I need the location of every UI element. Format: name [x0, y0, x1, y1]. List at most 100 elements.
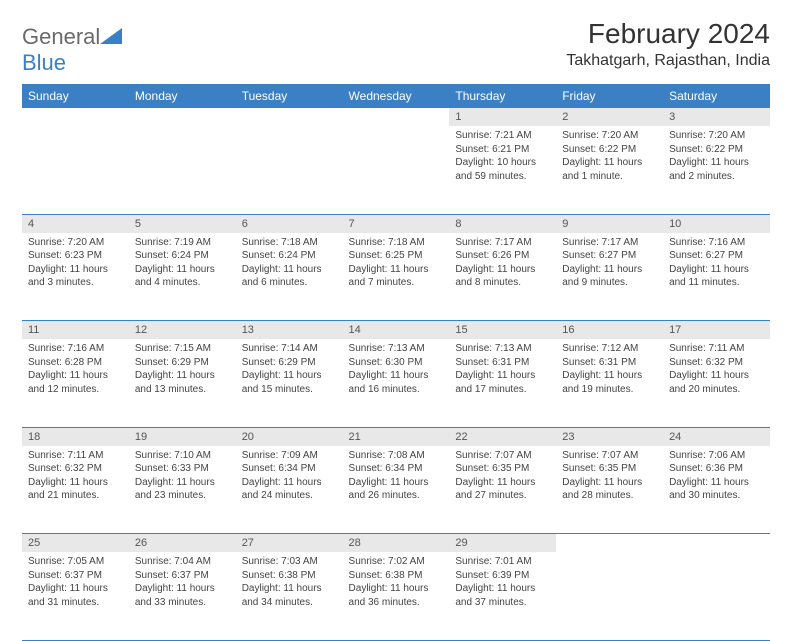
day-number: 18 [22, 428, 129, 446]
sunrise-text: Sunrise: 7:19 AM [135, 236, 230, 250]
day-cell: Sunrise: 7:13 AMSunset: 6:30 PMDaylight:… [343, 339, 450, 427]
sunset-text: Sunset: 6:37 PM [28, 569, 123, 583]
sunset-text: Sunset: 6:23 PM [28, 249, 123, 263]
daynum-cell: 20 [236, 427, 343, 446]
content-row: Sunrise: 7:05 AMSunset: 6:37 PMDaylight:… [22, 552, 770, 640]
daynum-cell [663, 534, 770, 553]
daylight-text: Daylight: 11 hours and 37 minutes. [455, 582, 550, 609]
calendar-body: 123Sunrise: 7:21 AMSunset: 6:21 PMDaylig… [22, 108, 770, 640]
daynum-row: 11121314151617 [22, 321, 770, 340]
daylight-text: Daylight: 11 hours and 12 minutes. [28, 369, 123, 396]
day-body: Sunrise: 7:01 AMSunset: 6:39 PMDaylight:… [449, 552, 556, 615]
day-number: 16 [556, 321, 663, 339]
sunset-text: Sunset: 6:24 PM [242, 249, 337, 263]
daylight-text: Daylight: 11 hours and 8 minutes. [455, 263, 550, 290]
daynum-cell: 9 [556, 214, 663, 233]
sunrise-text: Sunrise: 7:06 AM [669, 449, 764, 463]
daylight-text: Daylight: 11 hours and 11 minutes. [669, 263, 764, 290]
sunrise-text: Sunrise: 7:10 AM [135, 449, 230, 463]
logo-word-1: General [22, 24, 100, 49]
daynum-cell [129, 108, 236, 126]
sunset-text: Sunset: 6:31 PM [455, 356, 550, 370]
sunset-text: Sunset: 6:31 PM [562, 356, 657, 370]
sunrise-text: Sunrise: 7:18 AM [242, 236, 337, 250]
daynum-cell: 7 [343, 214, 450, 233]
sunrise-text: Sunrise: 7:21 AM [455, 129, 550, 143]
day-body: Sunrise: 7:09 AMSunset: 6:34 PMDaylight:… [236, 446, 343, 509]
header: General Blue February 2024 Takhatgarh, R… [22, 18, 770, 76]
daynum-cell: 8 [449, 214, 556, 233]
sunset-text: Sunset: 6:24 PM [135, 249, 230, 263]
sunrise-text: Sunrise: 7:16 AM [28, 342, 123, 356]
daynum-cell: 15 [449, 321, 556, 340]
day-cell: Sunrise: 7:17 AMSunset: 6:26 PMDaylight:… [449, 233, 556, 321]
daynum-cell: 14 [343, 321, 450, 340]
daynum-cell: 4 [22, 214, 129, 233]
daynum-cell [556, 534, 663, 553]
weekday-header: Friday [556, 84, 663, 108]
daynum-cell: 28 [343, 534, 450, 553]
day-cell [343, 126, 450, 214]
daynum-cell: 17 [663, 321, 770, 340]
day-number: 17 [663, 321, 770, 339]
sunrise-text: Sunrise: 7:15 AM [135, 342, 230, 356]
day-number: 27 [236, 534, 343, 552]
day-body: Sunrise: 7:04 AMSunset: 6:37 PMDaylight:… [129, 552, 236, 615]
day-number: 13 [236, 321, 343, 339]
day-number: 22 [449, 428, 556, 446]
weekday-header: Saturday [663, 84, 770, 108]
daynum-cell [22, 108, 129, 126]
day-cell: Sunrise: 7:07 AMSunset: 6:35 PMDaylight:… [556, 446, 663, 534]
day-cell: Sunrise: 7:18 AMSunset: 6:24 PMDaylight:… [236, 233, 343, 321]
daynum-cell: 23 [556, 427, 663, 446]
day-number: 4 [22, 215, 129, 233]
day-body: Sunrise: 7:10 AMSunset: 6:33 PMDaylight:… [129, 446, 236, 509]
title-block: February 2024 Takhatgarh, Rajasthan, Ind… [566, 18, 770, 70]
content-row: Sunrise: 7:11 AMSunset: 6:32 PMDaylight:… [22, 446, 770, 534]
day-cell [129, 126, 236, 214]
location-text: Takhatgarh, Rajasthan, India [566, 52, 770, 70]
day-body: Sunrise: 7:13 AMSunset: 6:31 PMDaylight:… [449, 339, 556, 402]
sunrise-text: Sunrise: 7:08 AM [349, 449, 444, 463]
day-body: Sunrise: 7:11 AMSunset: 6:32 PMDaylight:… [22, 446, 129, 509]
day-body: Sunrise: 7:18 AMSunset: 6:25 PMDaylight:… [343, 233, 450, 296]
day-number [129, 108, 236, 126]
day-number: 12 [129, 321, 236, 339]
weekday-header: Monday [129, 84, 236, 108]
day-cell: Sunrise: 7:06 AMSunset: 6:36 PMDaylight:… [663, 446, 770, 534]
daylight-text: Daylight: 11 hours and 31 minutes. [28, 582, 123, 609]
day-body: Sunrise: 7:17 AMSunset: 6:26 PMDaylight:… [449, 233, 556, 296]
daynum-cell: 5 [129, 214, 236, 233]
daylight-text: Daylight: 11 hours and 16 minutes. [349, 369, 444, 396]
daynum-cell: 24 [663, 427, 770, 446]
daylight-text: Daylight: 11 hours and 4 minutes. [135, 263, 230, 290]
day-body: Sunrise: 7:15 AMSunset: 6:29 PMDaylight:… [129, 339, 236, 402]
day-body: Sunrise: 7:18 AMSunset: 6:24 PMDaylight:… [236, 233, 343, 296]
sunset-text: Sunset: 6:28 PM [28, 356, 123, 370]
sunrise-text: Sunrise: 7:20 AM [562, 129, 657, 143]
sunset-text: Sunset: 6:29 PM [135, 356, 230, 370]
daynum-cell [343, 108, 450, 126]
sunrise-text: Sunrise: 7:17 AM [455, 236, 550, 250]
daylight-text: Daylight: 11 hours and 26 minutes. [349, 476, 444, 503]
sunrise-text: Sunrise: 7:01 AM [455, 555, 550, 569]
sunrise-text: Sunrise: 7:14 AM [242, 342, 337, 356]
day-number [236, 108, 343, 126]
day-cell: Sunrise: 7:20 AMSunset: 6:22 PMDaylight:… [663, 126, 770, 214]
day-cell: Sunrise: 7:16 AMSunset: 6:27 PMDaylight:… [663, 233, 770, 321]
daylight-text: Daylight: 11 hours and 34 minutes. [242, 582, 337, 609]
daylight-text: Daylight: 11 hours and 28 minutes. [562, 476, 657, 503]
daynum-cell: 10 [663, 214, 770, 233]
calendar-table: SundayMondayTuesdayWednesdayThursdayFrid… [22, 84, 770, 641]
day-body: Sunrise: 7:16 AMSunset: 6:27 PMDaylight:… [663, 233, 770, 296]
daynum-cell: 6 [236, 214, 343, 233]
daylight-text: Daylight: 11 hours and 23 minutes. [135, 476, 230, 503]
day-number: 1 [449, 108, 556, 126]
day-cell [663, 552, 770, 640]
day-cell: Sunrise: 7:20 AMSunset: 6:22 PMDaylight:… [556, 126, 663, 214]
daynum-cell: 29 [449, 534, 556, 553]
day-cell [22, 126, 129, 214]
sunset-text: Sunset: 6:25 PM [349, 249, 444, 263]
sunset-text: Sunset: 6:27 PM [562, 249, 657, 263]
day-body: Sunrise: 7:16 AMSunset: 6:28 PMDaylight:… [22, 339, 129, 402]
